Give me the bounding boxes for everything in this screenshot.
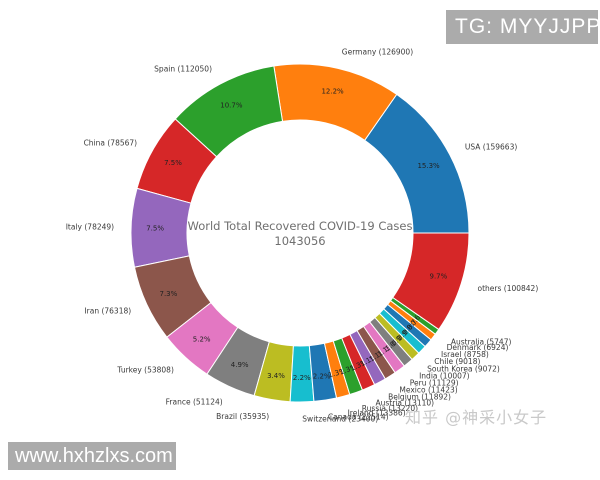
chart-center-text: World Total Recovered COVID-19 Cases 104… xyxy=(0,219,600,249)
slice-pct-turkey: 5.2% xyxy=(193,336,211,344)
slice-label-peru: Peru (11129) xyxy=(410,379,459,388)
slice-label-ireland: Ireland (13386) xyxy=(348,408,406,417)
slice-label-belgium: Belgium (11892) xyxy=(388,392,451,401)
zhihu-watermark: 知乎 @神采小女子 xyxy=(405,408,548,427)
slice-label-russia: Russia (13220) xyxy=(362,404,418,413)
slice-pct-canada: 2.2% xyxy=(313,372,331,380)
slice-pct-switzerland: 2.2% xyxy=(293,374,311,382)
slice-label-turkey: Turkey (53808) xyxy=(116,365,174,374)
slice-label-usa: USA (159663) xyxy=(465,143,517,152)
tg-watermark-badge: TG: MYYJJPP xyxy=(446,10,600,44)
slice-label-china: China (78567) xyxy=(84,139,138,148)
slice-pct-usa: 15.3% xyxy=(417,162,440,170)
slice-label-chile: Chile (9018) xyxy=(434,357,480,366)
slice-label-south-korea: South Korea (9072) xyxy=(427,364,500,373)
site-watermark: www.hxhzlxs.com xyxy=(8,442,176,470)
slice-label-denmark: Denmark (6924) xyxy=(447,343,509,352)
slice-label-others: others (100842) xyxy=(478,284,539,293)
chart-total: 1043056 xyxy=(274,234,326,248)
slice-pct-others: 9.7% xyxy=(430,272,448,280)
slice-label-india: India (10007) xyxy=(419,371,470,380)
slice-pct-spain: 10.7% xyxy=(220,101,243,109)
slice-label-mexico: Mexico (11423) xyxy=(399,386,457,395)
slice-label-austria: Austria (13110) xyxy=(376,399,435,408)
slice-pct-brazil: 3.4% xyxy=(267,372,285,380)
slice-label-brazil: Brazil (35935) xyxy=(216,412,269,421)
pie-slice-others xyxy=(392,232,470,330)
slice-pct-china: 7.5% xyxy=(164,159,182,167)
slice-label-switzerland: Switzerland (23400) xyxy=(302,415,378,424)
slice-pct-italy: 7.5% xyxy=(146,224,164,232)
slice-pct-germany: 12.2% xyxy=(321,88,344,96)
slice-label-italy: Italy (78249) xyxy=(66,223,114,232)
slice-pct-france: 4.9% xyxy=(231,361,249,369)
slice-label-germany: Germany (126900) xyxy=(342,47,413,56)
slice-label-israel: Israel (8758) xyxy=(441,350,489,359)
slice-label-australia: Australia (5747) xyxy=(451,337,512,346)
slice-pct-iran: 7.3% xyxy=(160,290,178,298)
slice-label-canada: Canada (22514) xyxy=(328,412,389,421)
slice-label-spain: Spain (112050) xyxy=(154,65,212,74)
chart-title: World Total Recovered COVID-19 Cases xyxy=(187,219,413,233)
slice-label-france: France (51124) xyxy=(166,398,223,407)
slice-label-iran: Iran (76318) xyxy=(84,307,131,316)
